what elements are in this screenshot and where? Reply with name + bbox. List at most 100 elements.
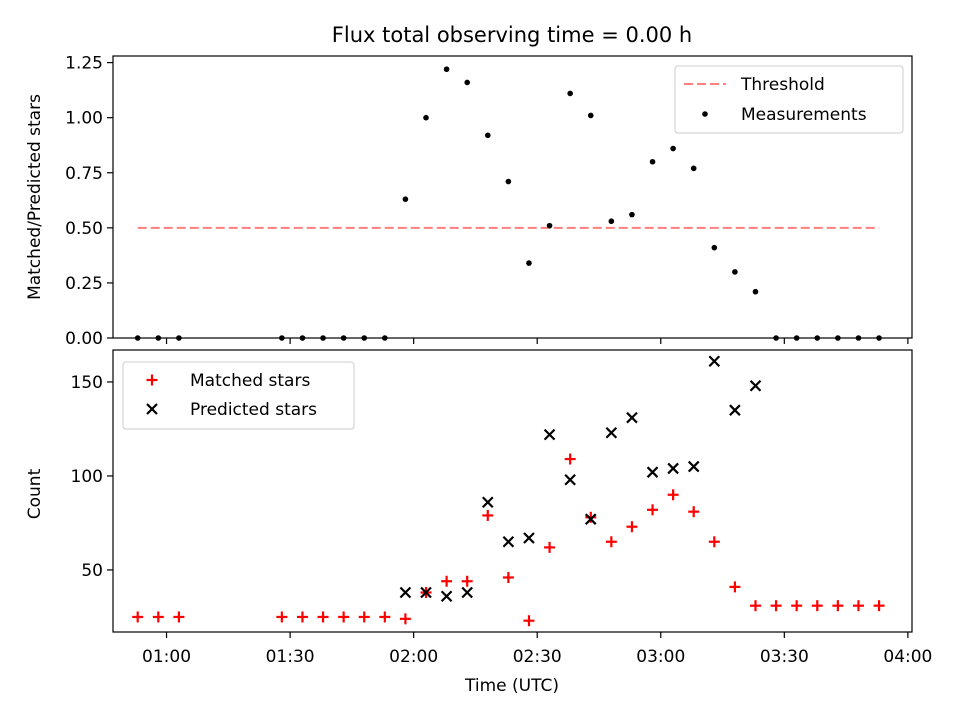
measurement-point [299, 335, 306, 341]
predicted-star-point [420, 586, 432, 599]
matched-star-point [770, 600, 782, 612]
matched-star-point [749, 600, 761, 612]
measurement-point [793, 335, 800, 341]
predicted-star-point [440, 590, 453, 603]
measurement-point [814, 335, 821, 341]
measurement-point [155, 335, 162, 341]
measurement-point [443, 66, 450, 73]
predicted-stars-points [399, 355, 762, 603]
matched-legend-marker [146, 374, 158, 386]
matched-star-point [585, 511, 597, 523]
matched-star-point [523, 615, 535, 627]
bottom-x-tick-label: 01:30 [266, 647, 315, 667]
top-legend: Threshold Measurements [674, 65, 904, 134]
matched-legend-swatch [146, 374, 158, 386]
top-y-ticks: 0.00 0.25 0.50 0.75 1.00 1.25 [65, 54, 113, 349]
measurement-point [176, 335, 182, 341]
predicted-star-point [605, 426, 618, 439]
measurements-legend-swatch [702, 111, 708, 117]
matched-star-point [708, 536, 720, 548]
measurement-point [423, 114, 429, 121]
predicted-star-point [646, 466, 659, 478]
matched-star-point [502, 571, 514, 583]
bottom-x-tick-label: 03:00 [636, 647, 685, 667]
top-chart-title: Flux total observing time = 0.00 h [332, 23, 692, 47]
measurement-point [835, 335, 841, 341]
bottom-y-ticks: 50 100 150 [71, 373, 113, 581]
top-plot: 0.00 0.25 0.50 0.75 1.00 1.25 Matched/Predict… [25, 54, 913, 349]
matched-star-point [832, 600, 844, 612]
measurement-point [505, 178, 512, 185]
matched-star-point [276, 611, 288, 623]
matched-star-point [152, 611, 164, 623]
measurement-point [546, 222, 553, 229]
predicted-star-point [564, 473, 576, 486]
measurement-point [732, 269, 738, 275]
top-y-tick-label: 1.00 [65, 109, 103, 129]
top-x-tick-marks [165, 338, 909, 344]
matched-star-point [647, 504, 659, 516]
measurement-point [670, 145, 676, 152]
matched-star-point [296, 611, 308, 623]
bottom-x-tick-label: 01:00 [142, 647, 191, 667]
matched-star-point [441, 575, 453, 587]
measurement-point [320, 335, 326, 341]
predicted-legend-marker [146, 403, 158, 415]
threshold-legend-label: Threshold [740, 75, 825, 95]
top-y-tick-label: 0.25 [65, 274, 103, 294]
measurement-point [773, 335, 779, 341]
measurement-point [134, 335, 141, 341]
predicted-star-point [461, 586, 473, 599]
matched-star-point [626, 521, 638, 533]
bottom-x-tick-label: 04:00 [883, 647, 932, 667]
predicted-legend-label: Predicted stars [190, 400, 317, 420]
predicted-star-point [687, 460, 700, 473]
measurement-point [855, 335, 862, 341]
matched-star-point [173, 611, 185, 623]
measurement-point [526, 260, 532, 266]
measurements-legend-label: Measurements [741, 105, 867, 125]
measurement-point [608, 218, 615, 225]
measurement-points [134, 66, 882, 341]
matched-star-point [811, 600, 823, 612]
matched-star-point [482, 509, 494, 521]
measurement-point [649, 158, 656, 165]
bottom-y-axis-label: Count [25, 468, 45, 519]
top-y-tick-label: 0.00 [65, 329, 103, 349]
measurement-point [876, 335, 882, 341]
matched-star-point [873, 600, 885, 612]
predicted-star-point [667, 462, 679, 475]
top-y-tick-label: 1.25 [65, 54, 103, 74]
bottom-legend-box [122, 361, 355, 430]
measurement-point [382, 335, 388, 341]
predicted-star-point [399, 586, 412, 599]
measurement-point [340, 335, 347, 341]
top-plot-frame [112, 55, 913, 339]
predicted-star-point [729, 404, 741, 416]
measurement-point [464, 79, 470, 86]
predicted-star-point [584, 513, 597, 525]
top-y-tick-label: 0.75 [65, 164, 103, 184]
matched-star-point [358, 611, 370, 623]
bottom-y-tick-label: 100 [71, 467, 103, 487]
matched-star-point [399, 613, 411, 625]
matched-star-point [729, 581, 741, 593]
matched-star-point [605, 536, 617, 548]
predicted-legend-swatch [146, 403, 158, 415]
matched-legend-label: Matched stars [190, 371, 310, 391]
matched-star-point [564, 453, 576, 465]
matched-star-point [132, 611, 144, 623]
bottom-x-tick-label: 03:30 [760, 647, 809, 667]
measurement-point [484, 132, 491, 139]
bottom-legend: Matched stars Predicted stars [122, 361, 355, 430]
bottom-x-axis-label: Time (UTC) [464, 676, 559, 696]
measurement-point [567, 90, 573, 97]
matched-star-point [461, 575, 473, 587]
measurement-point [279, 335, 285, 341]
matched-star-point [852, 600, 864, 612]
measurement-point [752, 288, 759, 295]
bottom-x-tick-label: 02:00 [389, 647, 438, 667]
matched-star-point [544, 541, 556, 553]
measurement-point [402, 196, 409, 203]
